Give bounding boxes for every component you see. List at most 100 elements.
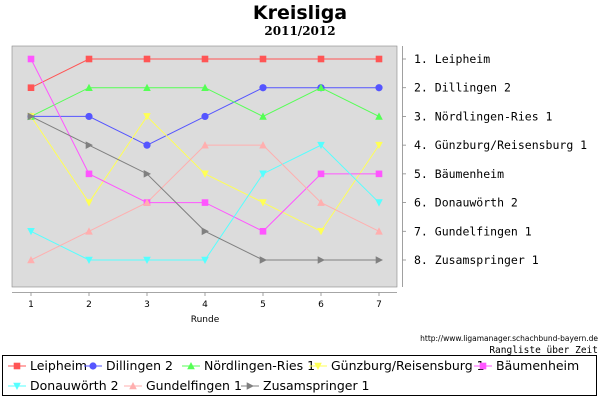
- rank-label: 6. Donauwörth 2: [414, 196, 518, 210]
- legend-swatch: [8, 362, 26, 369]
- series-7-point: [375, 227, 383, 235]
- legend-swatch: [124, 381, 142, 389]
- series-3-point: [375, 112, 383, 120]
- series-5-point: [27, 55, 35, 63]
- series-6-point: [85, 256, 93, 264]
- legend-label: Nördlingen-Ries 1: [204, 358, 316, 373]
- rank-label: 8. Zusamspringer 1: [414, 253, 539, 267]
- series-1-point: [85, 55, 93, 63]
- series-1-point: [27, 84, 35, 92]
- series-8-point: [375, 256, 383, 264]
- legend-item: Nördlingen-Ries 1: [181, 358, 315, 373]
- chart-title: Kreisliga: [252, 2, 348, 24]
- x-tick-label: 6: [318, 300, 324, 310]
- series-1-point: [375, 55, 383, 63]
- rank-label: 3. Nördlingen-Ries 1: [414, 109, 553, 123]
- legend-swatch: [309, 362, 327, 370]
- series-7-point: [27, 256, 35, 264]
- series-4-point: [259, 199, 267, 207]
- legend-item: Donauwörth 2: [7, 378, 119, 393]
- x-tick-label: 3: [144, 300, 150, 310]
- series-8-point: [85, 141, 93, 149]
- series-7-point: [143, 198, 151, 206]
- series-5-point: [201, 199, 209, 206]
- series-3-point: [201, 83, 209, 92]
- legend-swatch: [182, 361, 200, 369]
- legend-swatch-marker: [246, 381, 254, 390]
- series-3-point: [85, 83, 93, 92]
- x-tick-label: 1: [28, 300, 34, 310]
- legend-swatch: [241, 381, 259, 390]
- series-5-point: [317, 170, 325, 178]
- rank-label: 4. Günzburg/Reisensburg 1: [414, 138, 587, 152]
- series-2-point: [201, 112, 209, 121]
- series-7-point: [259, 141, 267, 149]
- x-axis-label: Runde: [191, 315, 220, 325]
- series-2-point: [375, 84, 383, 92]
- series-6-point: [259, 170, 267, 178]
- line-chart: 1 2 3 4 5 6 7 Runde 1. Leipheim 2. Dillingen 2 3. …: [11, 45, 587, 325]
- source-url: http://www.ligamanager.schachbund-bayern…: [420, 334, 598, 343]
- series-6-point: [143, 256, 151, 264]
- legend-item: Günzburg/Reisensburg 1: [308, 358, 485, 373]
- legend-swatch: [8, 382, 26, 390]
- series-2-point: [143, 141, 151, 149]
- legend-item: Gundelfingen 1: [123, 378, 242, 393]
- series-3-point: [259, 112, 267, 120]
- x-tick-label: 5: [260, 300, 266, 310]
- series-4-point: [85, 199, 93, 207]
- x-tick-label: 7: [376, 300, 382, 310]
- series-2-point: [259, 84, 267, 92]
- x-tick-label: 2: [86, 300, 92, 310]
- series-4-point: [317, 227, 325, 236]
- series-7-point: [85, 227, 93, 235]
- x-tick-label: 4: [202, 300, 208, 310]
- legend-label: Donauwörth 2: [30, 378, 119, 393]
- legend: Leipheim Dillingen 2 Nördlingen-Ries 1 Günz…: [2, 355, 597, 396]
- series-8-point: [317, 256, 325, 264]
- legend-swatch: [474, 362, 492, 369]
- series-8-point: [259, 256, 267, 264]
- series-6-point: [375, 199, 383, 207]
- chart-caption: Rangliste über Zeit: [489, 345, 598, 356]
- series-2-point: [85, 112, 93, 121]
- rank-label: 7. Gundelfingen 1: [414, 224, 532, 238]
- legend-swatch: [84, 361, 102, 370]
- series-8-point: [201, 227, 209, 236]
- series-7-point: [201, 141, 209, 149]
- series-6-point: [27, 227, 35, 236]
- series-4-point: [375, 141, 383, 150]
- series-5-point: [259, 227, 267, 235]
- legend-swatch-marker: [129, 381, 137, 389]
- legend-swatch-marker: [13, 362, 21, 369]
- legend-label: Gundelfingen 1: [146, 378, 242, 393]
- series-5-point: [85, 170, 93, 178]
- legend-label: Zusamspringer 1: [263, 378, 370, 393]
- legend-label: Leipheim: [30, 358, 88, 373]
- series-8-point: [27, 112, 35, 121]
- rank-label: 5. Bäumenheim: [414, 167, 504, 181]
- legend-label: Bäumenheim: [496, 358, 580, 373]
- series-4-point: [143, 113, 151, 121]
- series-4-point: [201, 170, 209, 178]
- series-1-point: [143, 55, 151, 63]
- series-1-point: [317, 55, 325, 63]
- legend-swatch-marker: [13, 382, 21, 390]
- legend-label: Günzburg/Reisensburg 1: [331, 358, 485, 373]
- legend-item: Dillingen 2: [83, 358, 173, 373]
- legend-swatch-marker: [187, 361, 195, 369]
- chart-subtitle: 2011/2012: [264, 24, 336, 38]
- legend-swatch-marker: [479, 362, 487, 369]
- series-1-point: [201, 55, 209, 63]
- legend-swatch-marker: [314, 362, 322, 370]
- legend-swatch-marker: [89, 361, 97, 370]
- series-5-point: [375, 170, 383, 178]
- series-3-point: [143, 83, 151, 92]
- rank-label: 2. Dillingen 2: [414, 81, 511, 95]
- series-7-point: [317, 198, 325, 206]
- rank-label: 1. Leipheim: [414, 52, 490, 66]
- series-6-point: [201, 256, 209, 264]
- legend-item: Zusamspringer 1: [240, 378, 370, 393]
- series-6-point: [317, 141, 325, 150]
- legend-item: Leipheim: [7, 358, 87, 373]
